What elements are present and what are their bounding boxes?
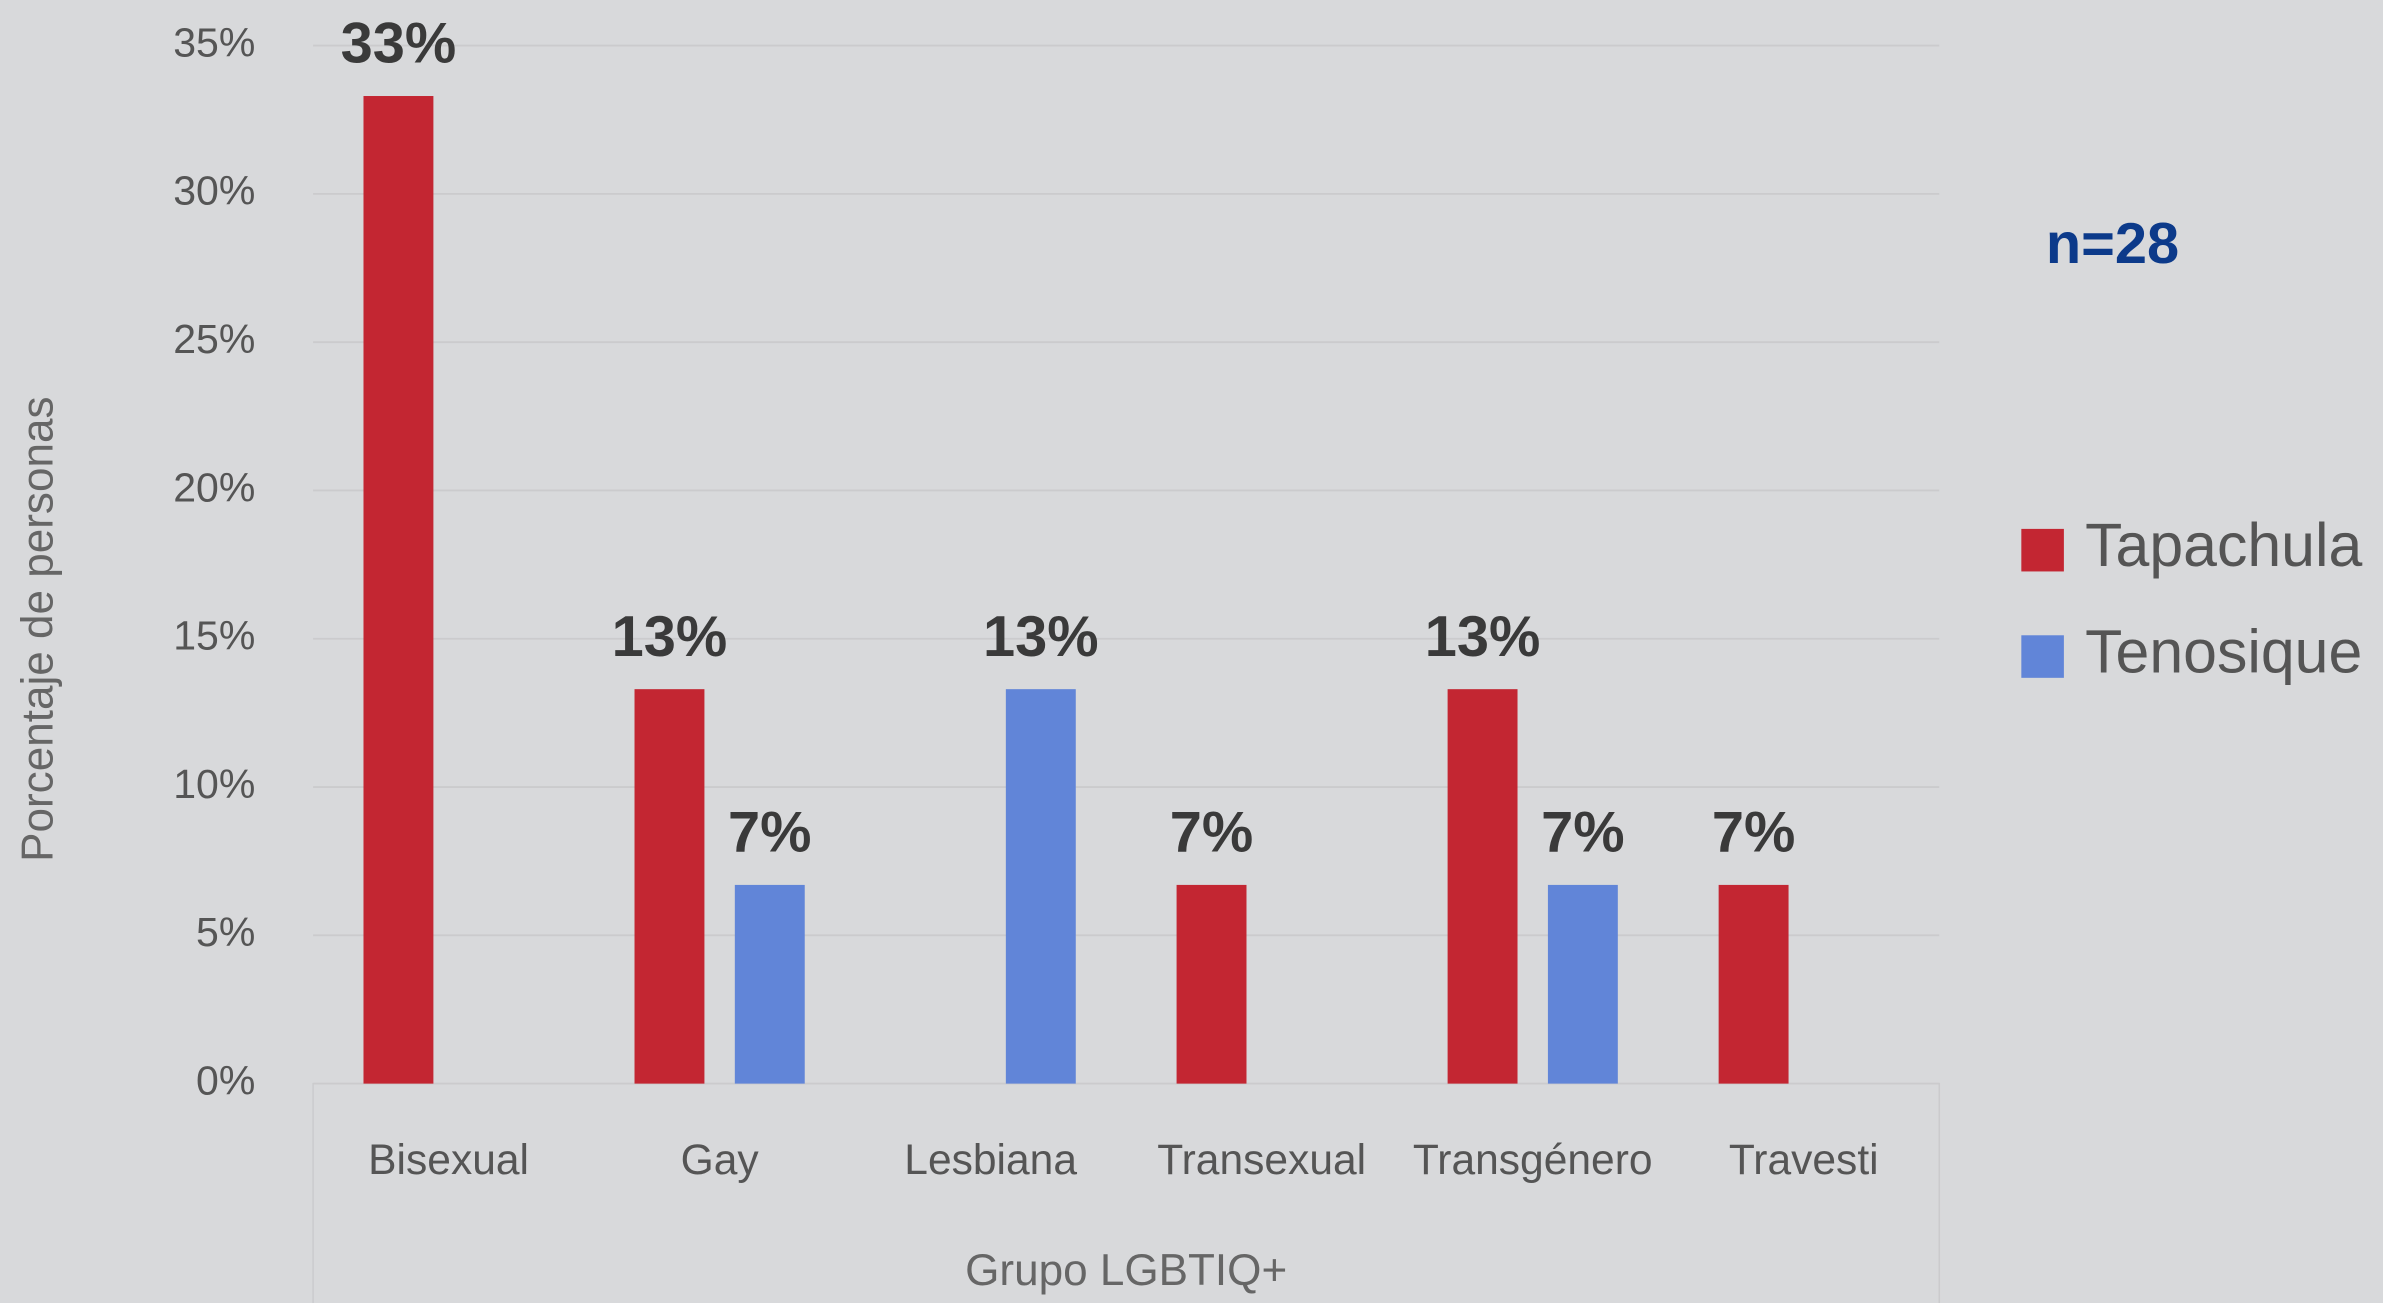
data-label: 13% [1425,605,1541,669]
x-tick-label: Transexual [1157,1136,1366,1184]
y-tick-label: 0% [196,1057,255,1103]
legend-swatch [2021,635,2064,678]
annotation: n=28 [2046,212,2179,276]
y-tick-label: 15% [173,613,255,659]
y-tick-label: 35% [173,19,255,65]
bar [734,884,805,1084]
x-tick-label: Transgénero [1413,1136,1653,1184]
legend-swatch [2021,528,2064,572]
legend-label: Tapachula [2085,511,2362,579]
data-label: 7% [1541,801,1624,865]
x-tick-label: Travesti [1729,1136,1879,1184]
y-tick-label: 20% [173,464,255,510]
data-label: 13% [612,605,728,669]
y-tick-label: 5% [196,909,255,955]
y-tick-label: 25% [173,316,255,362]
data-label: 7% [1170,801,1253,865]
bar [1176,884,1247,1084]
y-tick-label: 10% [173,761,255,807]
bar [1718,884,1789,1084]
x-tick-label: Bisexual [368,1136,529,1184]
x-tick-label: Lesbiana [904,1136,1077,1184]
plot: Grupo LGBTIQ+ Porcentaje de personas n=2… [14,12,2362,1303]
bar [363,96,434,1084]
bar [634,689,705,1084]
data-label: 7% [1712,801,1795,865]
x-tick-label: Gay [681,1136,760,1184]
y-axis-label: Porcentaje de personas [14,396,63,861]
data-label: 7% [728,801,811,865]
y-tick-label: 30% [173,168,255,214]
bar [1447,689,1518,1084]
data-label: 13% [983,605,1099,669]
bar [1547,884,1618,1084]
data-label: 33% [341,12,457,76]
legend-label: Tenosique [2085,618,2362,686]
bar [1005,689,1076,1084]
x-axis-label: Grupo LGBTIQ+ [965,1246,1287,1295]
